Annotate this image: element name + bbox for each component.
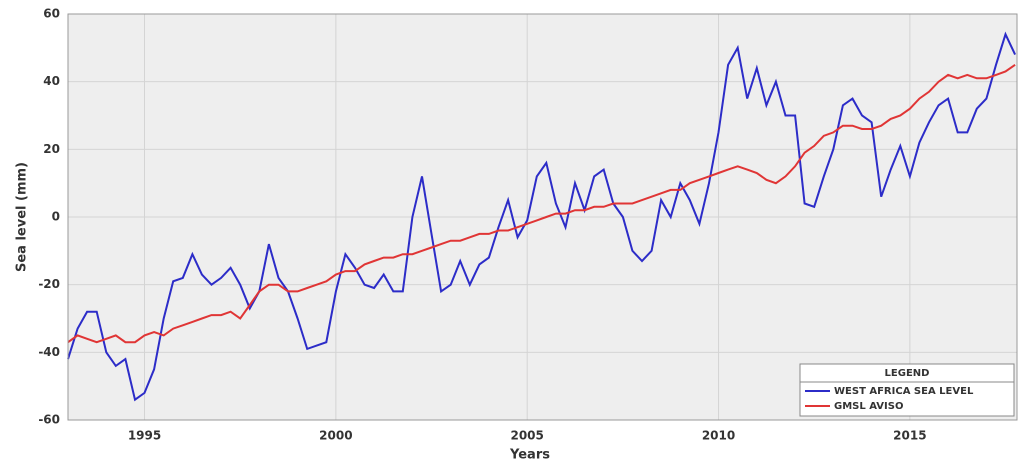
x-axis-label: Years	[509, 448, 550, 463]
x-tick-label: 2000	[319, 429, 352, 443]
y-tick-label: 40	[43, 74, 60, 88]
y-tick-label: -60	[38, 413, 60, 427]
y-tick-label: 20	[43, 142, 60, 156]
plot-frame	[67, 13, 1018, 421]
legend-label: WEST AFRICA SEA LEVEL	[834, 386, 974, 397]
y-tick-label: -40	[38, 345, 60, 359]
legend-title: LEGEND	[885, 368, 930, 379]
series-line	[67, 63, 1016, 344]
y-tick-label: -20	[38, 277, 60, 291]
legend-label: GMSL AVISO	[834, 401, 903, 412]
x-tick-label: 2010	[702, 429, 735, 443]
y-axis-label: Sea level (mm)	[15, 162, 30, 272]
x-tick-label: 2015	[893, 429, 926, 443]
y-tick-label: 0	[52, 210, 60, 224]
legend-box	[799, 363, 1015, 417]
y-tick-label: 60	[43, 7, 60, 21]
x-tick-label: 2005	[510, 429, 543, 443]
x-tick-label: 1995	[128, 429, 161, 443]
series-line	[67, 31, 1017, 402]
